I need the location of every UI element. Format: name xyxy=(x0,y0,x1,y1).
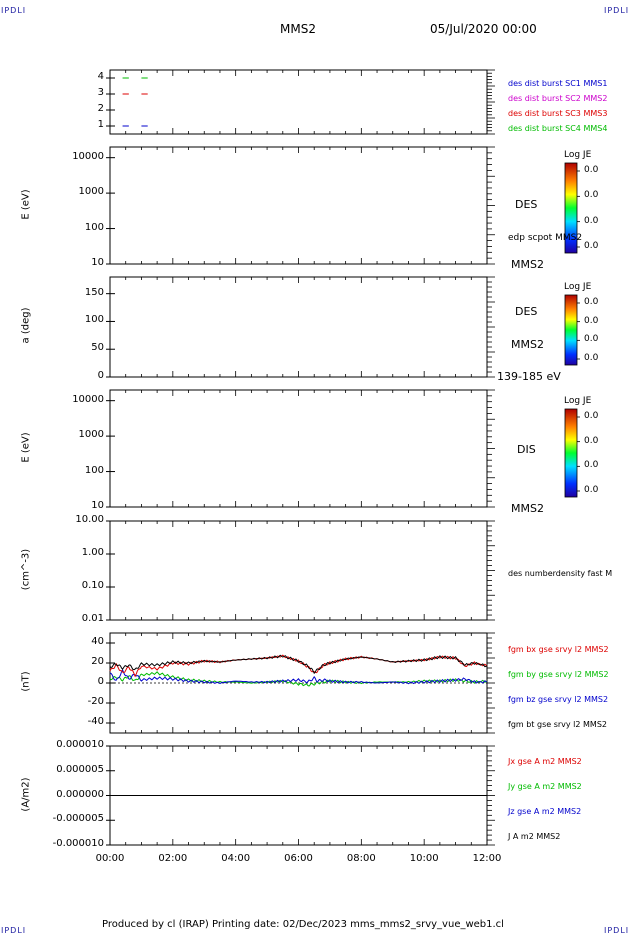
legend-entry: Jy gse A m2 MMS2 xyxy=(508,782,582,791)
footer-corner-right: IPDLI xyxy=(604,926,630,935)
y-axis-label: a (deg) xyxy=(20,307,32,344)
y-tick-label: 150 xyxy=(84,286,104,298)
panel-side-label: DES xyxy=(515,305,538,318)
series-line-1 xyxy=(109,671,488,687)
x-tick-label: 02:00 xyxy=(158,853,188,864)
colorbar-tick-label: 0.0 xyxy=(584,190,599,201)
legend-entry: fgm bz gse srvy l2 MMS2 xyxy=(508,695,609,704)
series-line-2 xyxy=(109,668,488,685)
y-tick-label: 100 xyxy=(84,464,104,476)
panel-frame xyxy=(109,146,488,265)
y-tick-label: -0.000005 xyxy=(52,813,104,825)
y-tick-label: 0.000010 xyxy=(56,739,104,750)
y-tick-label: 0 xyxy=(97,370,104,381)
colorbar-tick-label: 0.0 xyxy=(584,460,599,471)
y-tick-label: 50 xyxy=(91,342,104,354)
colorbar-title: Log JE xyxy=(564,150,592,160)
colorbar-tick-label: 0.0 xyxy=(584,353,599,363)
panel-frame xyxy=(109,69,488,135)
colorbar-tick-label: 0.0 xyxy=(584,485,599,495)
y-tick-label: -0.000010 xyxy=(52,838,104,849)
y-tick-label: 1 xyxy=(97,119,104,130)
colorbar-tick-label: 0.0 xyxy=(584,297,599,307)
x-tick-label: 06:00 xyxy=(284,853,313,864)
y-tick-label: 1000 xyxy=(78,186,104,198)
y-tick-label: -20 xyxy=(87,696,104,707)
y-tick-label: 40 xyxy=(91,636,104,647)
y-tick-label: 10000 xyxy=(72,393,104,405)
legend-entry: des dist burst SC4 MMS4 xyxy=(508,124,608,133)
footer-text: Produced by cl (IRAP) Printing date: 02/… xyxy=(102,919,504,930)
y-tick-label: 4 xyxy=(97,71,104,82)
y-tick-label: 20 xyxy=(91,656,104,667)
colorbar xyxy=(564,162,578,254)
legend-entry: fgm by gse srvy l2 MMS2 xyxy=(508,670,609,679)
y-tick-label: 2 xyxy=(97,103,104,114)
panel-side-label: MMS2 xyxy=(511,338,544,351)
colorbar-title: Log JE xyxy=(564,396,592,406)
y-tick-label: -40 xyxy=(87,716,104,727)
panel-frame xyxy=(109,389,488,508)
footer-corner-left: IPDLI xyxy=(1,926,27,935)
legend-entry: des dist burst SC1 MMS1 xyxy=(508,79,608,88)
y-axis-label: E (eV) xyxy=(20,188,32,220)
colorbar-title: Log JE xyxy=(564,282,592,292)
colorbar-tick-label: 0.0 xyxy=(584,334,599,345)
y-tick-label: 100 xyxy=(84,221,104,233)
y-tick-label: 10000 xyxy=(72,150,104,162)
panel-frame xyxy=(109,276,488,378)
colorbar-tick-label: 0.0 xyxy=(584,241,599,251)
corner-label-left: IPDLI xyxy=(1,6,27,15)
panel-frame xyxy=(109,520,488,621)
x-tick-label: 08:00 xyxy=(346,853,376,864)
y-tick-label: 0.000005 xyxy=(56,763,104,775)
colorbar xyxy=(564,294,578,366)
legend-entry: des numberdensity fast M xyxy=(508,569,613,578)
colorbar-tick-label: 0.0 xyxy=(584,215,599,226)
x-tick-label: 10:00 xyxy=(409,853,439,864)
colorbar-tick-label: 0.0 xyxy=(584,165,599,175)
colorbar xyxy=(564,408,578,498)
y-tick-label: 100 xyxy=(84,314,104,326)
legend-entry: J A m2 MMS2 xyxy=(508,832,561,841)
panel-side-label: MMS2 xyxy=(511,502,544,515)
y-tick-label: 0 xyxy=(97,676,104,687)
series-line-3 xyxy=(109,654,488,674)
y-tick-label: 10.00 xyxy=(75,514,104,525)
panel-side-label: DES xyxy=(515,198,538,211)
legend-entry: fgm bx gse srvy l2 MMS2 xyxy=(508,645,609,654)
legend-entry: Jx gse A m2 MMS2 xyxy=(508,757,582,766)
y-tick-label: 10 xyxy=(91,500,104,511)
x-tick-label: 04:00 xyxy=(221,853,251,864)
legend-entry: des dist burst SC3 MMS3 xyxy=(508,109,608,118)
y-axis-label: (A/m2) xyxy=(20,776,32,812)
legend-entry: des dist burst SC2 MMS2 xyxy=(508,94,608,103)
y-tick-label: 0.01 xyxy=(81,613,104,624)
y-tick-label: 1000 xyxy=(78,429,104,441)
x-tick-label: 12:00 xyxy=(472,853,502,864)
legend-entry: Jz gse A m2 MMS2 xyxy=(508,807,582,816)
y-axis-label: (cm^-3) xyxy=(20,548,32,590)
panel-side-label: 139-185 eV xyxy=(497,370,561,383)
colorbar-tick-label: 0.0 xyxy=(584,435,599,446)
y-tick-label: 1.00 xyxy=(81,547,104,558)
colorbar-tick-label: 0.0 xyxy=(584,315,599,326)
date-label: 05/Jul/2020 00:00 xyxy=(430,22,537,36)
corner-label-right: IPDLI xyxy=(604,6,630,15)
y-tick-label: 10 xyxy=(91,257,104,268)
y-axis-label: E (eV) xyxy=(20,431,32,463)
y-tick-label: 3 xyxy=(97,87,104,98)
y-tick-label: 0.10 xyxy=(81,580,104,591)
x-tick-label: 00:00 xyxy=(95,853,125,864)
panel-side-label: DIS xyxy=(517,443,536,456)
legend-entry: fgm bt gse srvy l2 MMS2 xyxy=(508,720,607,729)
page-title: MMS2 xyxy=(280,22,316,36)
y-axis-label: (nT) xyxy=(20,671,32,692)
panel-side-label: MMS2 xyxy=(511,258,544,271)
colorbar-tick-label: 0.0 xyxy=(584,411,599,421)
panel-side-label: edp scpot MMS2 xyxy=(508,233,583,243)
y-tick-label: 0.000000 xyxy=(56,788,104,800)
